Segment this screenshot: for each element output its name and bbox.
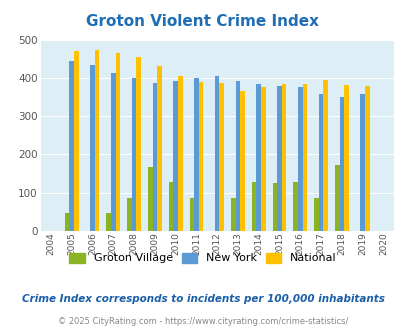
Bar	[65, 213, 69, 231]
Bar	[339, 97, 343, 231]
Bar	[313, 198, 318, 231]
Bar	[318, 94, 323, 231]
Bar	[136, 57, 141, 231]
Bar	[189, 198, 194, 231]
Bar	[132, 78, 136, 231]
Bar	[364, 86, 369, 231]
Bar	[235, 81, 240, 231]
Bar	[157, 66, 161, 231]
Bar	[240, 91, 244, 231]
Bar	[214, 76, 219, 231]
Bar	[293, 182, 297, 231]
Text: Crime Index corresponds to incidents per 100,000 inhabitants: Crime Index corresponds to incidents per…	[21, 294, 384, 304]
Bar	[74, 51, 79, 231]
Bar	[219, 83, 224, 231]
Text: © 2025 CityRating.com - https://www.cityrating.com/crime-statistics/: © 2025 CityRating.com - https://www.city…	[58, 317, 347, 326]
Bar	[272, 183, 277, 231]
Bar	[148, 167, 152, 231]
Bar	[177, 76, 182, 231]
Bar	[256, 84, 260, 231]
Bar	[194, 78, 198, 231]
Bar	[198, 82, 203, 231]
Bar	[95, 50, 99, 231]
Bar	[90, 65, 95, 231]
Bar	[69, 61, 74, 231]
Bar	[106, 213, 111, 231]
Bar	[297, 87, 302, 231]
Text: Groton Violent Crime Index: Groton Violent Crime Index	[86, 14, 319, 29]
Bar	[260, 87, 265, 231]
Bar	[168, 182, 173, 231]
Legend: Groton Village, New York, National: Groton Village, New York, National	[66, 249, 339, 267]
Bar	[230, 198, 235, 231]
Bar	[173, 81, 177, 231]
Bar	[302, 84, 307, 231]
Bar	[127, 198, 132, 231]
Bar	[152, 83, 157, 231]
Bar	[115, 52, 120, 231]
Bar	[334, 165, 339, 231]
Bar	[277, 85, 281, 231]
Bar	[360, 94, 364, 231]
Bar	[343, 85, 348, 231]
Bar	[251, 182, 256, 231]
Bar	[281, 84, 286, 231]
Bar	[323, 80, 327, 231]
Bar	[111, 73, 115, 231]
